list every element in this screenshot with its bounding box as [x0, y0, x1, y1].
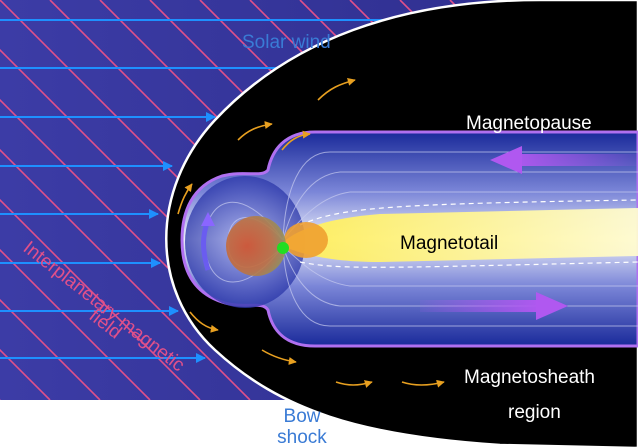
earth-nightside-glow [284, 222, 328, 258]
magnetotail-label: Magnetotail [400, 233, 498, 254]
sheath-flow-arrows [177, 77, 445, 388]
magnetopause-label: Magnetopause [466, 113, 592, 134]
plasma-sheet [283, 208, 638, 262]
plasma-sheet-boundary [299, 199, 638, 268]
earth [226, 216, 286, 276]
dayside-flow-arrow-head [201, 212, 215, 226]
earthward-flow-arrow [420, 300, 540, 312]
earthward-flow-arrow-head [536, 292, 568, 320]
magnetosheath-label-line2: region [508, 402, 561, 423]
bow-shock-label: Bow [284, 406, 321, 427]
earth-marker [277, 242, 289, 254]
tailward-flow-arrow-head [490, 146, 522, 174]
tailward-flow-arrow [512, 154, 638, 166]
solar-wind-label: Solar wind [242, 32, 331, 53]
bow-shock-label-line2: shock [277, 427, 327, 448]
magnetosheath-label: Magnetosheath [464, 367, 595, 388]
